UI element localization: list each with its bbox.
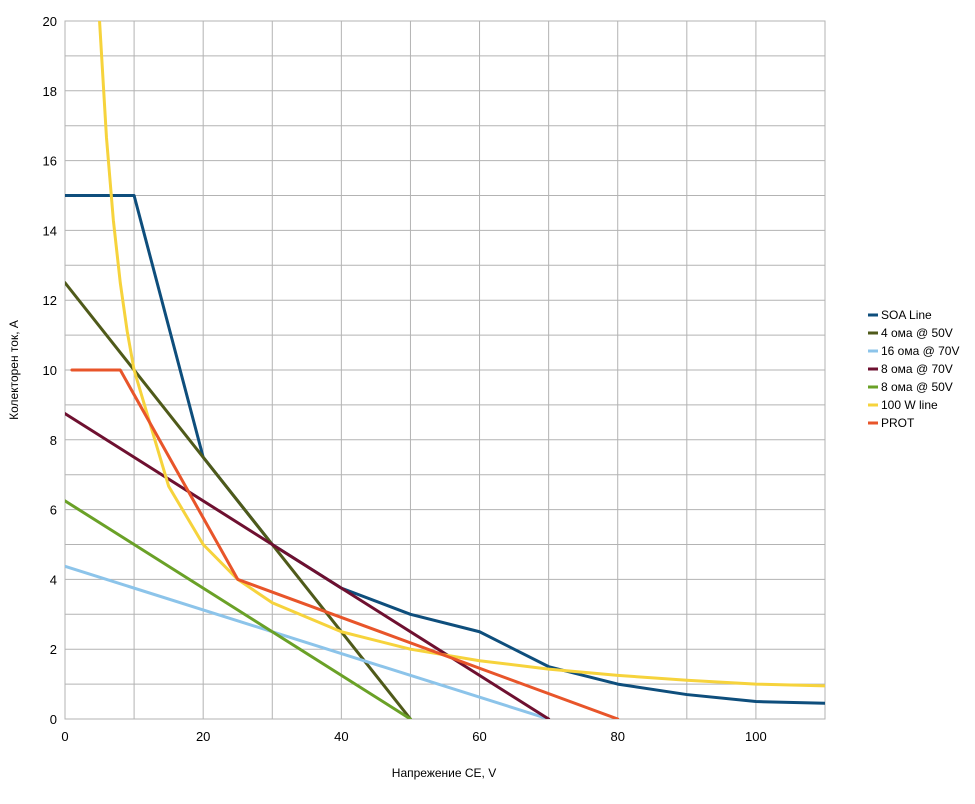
series-line-6	[98, 21, 825, 688]
series-line-2	[65, 281, 412, 719]
legend-item: 16 ома @ 70V	[868, 344, 959, 358]
y-tick-label: 18	[43, 84, 57, 99]
y-tick-label: 0	[50, 712, 57, 727]
legend-label: 100 W line	[881, 398, 938, 412]
legend-label: 8 ома @ 70V	[881, 362, 953, 376]
y-tick-label: 12	[43, 293, 57, 308]
y-tick-label: 20	[43, 14, 57, 29]
x-tick-label: 80	[610, 729, 624, 744]
legend: SOA Line 4 ома @ 50V 16 ома @ 70V 8 ома @ 7…	[868, 308, 959, 430]
x-tick-label: 20	[196, 729, 210, 744]
legend-item: PROT	[868, 416, 915, 430]
legend-item: SOA Line	[868, 308, 932, 322]
x-axis-ticks: 0 20 40 60 80 100	[61, 729, 766, 744]
y-tick-label: 8	[50, 433, 57, 448]
legend-label: 8 ома @ 50V	[881, 380, 953, 394]
legend-label: 4 ома @ 50V	[881, 326, 953, 340]
y-tick-label: 6	[50, 503, 57, 518]
y-tick-label: 10	[43, 363, 57, 378]
series-line-4	[65, 412, 551, 719]
legend-item: 8 ома @ 70V	[868, 362, 953, 376]
legend-item: 4 ома @ 50V	[868, 326, 953, 340]
series-line-5	[65, 499, 412, 719]
series-line-3	[65, 564, 551, 719]
x-tick-label: 60	[472, 729, 486, 744]
x-tick-label: 40	[334, 729, 348, 744]
y-tick-label: 2	[50, 642, 57, 657]
x-tick-label: 0	[61, 729, 68, 744]
y-tick-label: 4	[50, 572, 57, 587]
legend-item: 100 W line	[868, 398, 938, 412]
y-axis-title: Колекторен ток, A	[7, 320, 21, 420]
legend-label: PROT	[881, 416, 915, 430]
x-tick-label: 100	[745, 729, 767, 744]
y-axis-ticks: 0 2 4 6 8 10 12 14 16 18 20	[43, 14, 57, 727]
y-tick-label: 16	[43, 154, 57, 169]
legend-label: SOA Line	[881, 308, 932, 322]
series-line-7	[70, 368, 620, 719]
plot-area	[64, 20, 826, 720]
y-tick-label: 14	[43, 223, 57, 238]
x-axis-title: Напрежение CE, V	[392, 766, 496, 780]
legend-item: 8 ома @ 50V	[868, 380, 953, 394]
series-line-1	[65, 194, 825, 705]
series-lines	[65, 21, 825, 719]
legend-label: 16 ома @ 70V	[881, 344, 959, 358]
